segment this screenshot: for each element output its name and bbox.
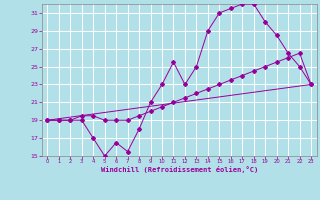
X-axis label: Windchill (Refroidissement éolien,°C): Windchill (Refroidissement éolien,°C) bbox=[100, 166, 258, 173]
